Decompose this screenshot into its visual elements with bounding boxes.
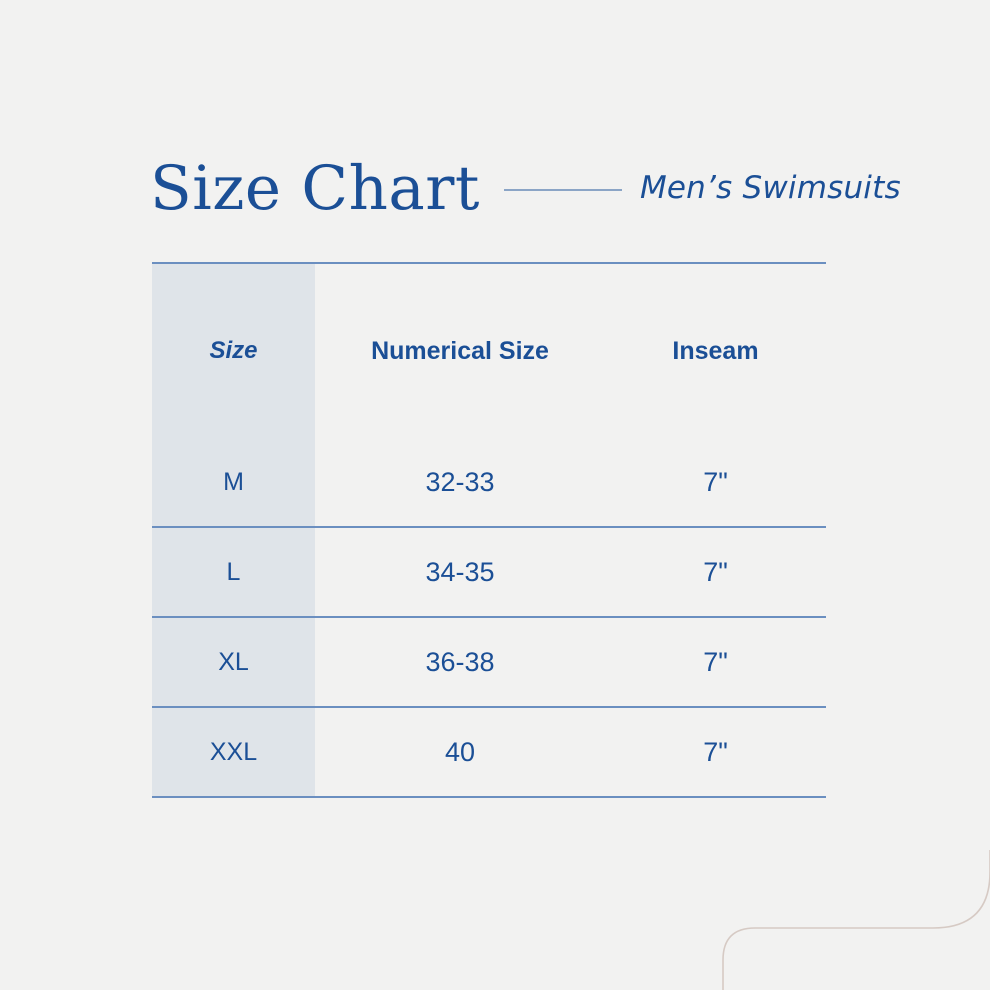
chart-header: Size Chart Men’s Swimsuits [150, 148, 910, 228]
cell-size: L [152, 528, 315, 616]
column-header-inseam: Inseam [605, 264, 826, 438]
table-header-row: Size Numerical Size Inseam [152, 264, 826, 438]
row-divider-line [152, 706, 826, 708]
title-divider-line [503, 189, 622, 191]
table-row: XL 36-38 7" [152, 618, 826, 706]
cell-size: XXL [152, 708, 315, 796]
column-header-size-label: Size [209, 337, 258, 364]
cell-inseam: 7" [703, 736, 728, 767]
table-row: XXL 40 7" [152, 708, 826, 796]
row-divider-line [152, 526, 826, 528]
row-divider [152, 706, 826, 708]
table-row: L 34-35 7" [152, 528, 826, 616]
table-row: M 32-33 7" [152, 438, 826, 526]
table-bottom-rule [152, 796, 826, 798]
table-body: M 32-33 7" L 34-35 7" XL 36-38 7" [152, 438, 826, 798]
cell-numerical-size: 40 [444, 736, 476, 767]
row-divider [152, 616, 826, 618]
page-title: Size Chart [150, 152, 480, 224]
cell-size: XL [152, 618, 315, 706]
column-header-numerical-size-label: Numerical Size [371, 336, 549, 365]
table-header: Size Numerical Size Inseam [152, 262, 826, 438]
corner-decoration-line [722, 850, 990, 990]
cell-numerical-size: 34-35 [425, 556, 495, 587]
cell-numerical-size: 36-38 [425, 646, 495, 677]
row-divider-line [152, 616, 826, 618]
table-top-rule [152, 262, 826, 264]
row-divider [152, 526, 826, 528]
size-chart-table-container: Size Numerical Size Inseam M 32-33 7" [152, 262, 826, 798]
cell-inseam: 7" [703, 466, 728, 497]
cell-inseam: 7" [703, 556, 728, 587]
cell-size: M [152, 438, 315, 526]
rounded-corner-path [722, 850, 990, 990]
top-rule-line [152, 262, 826, 264]
cell-inseam: 7" [703, 646, 728, 677]
column-header-size: Size [152, 264, 315, 438]
bottom-rule-line [152, 796, 826, 798]
cell-numerical-size: 32-33 [425, 466, 495, 497]
size-chart-table: Size Numerical Size Inseam M 32-33 7" [152, 262, 826, 798]
page-subtitle: Men’s Swimsuits [639, 170, 901, 206]
column-header-inseam-label: Inseam [672, 336, 759, 365]
column-header-numerical-size: Numerical Size [315, 264, 605, 438]
